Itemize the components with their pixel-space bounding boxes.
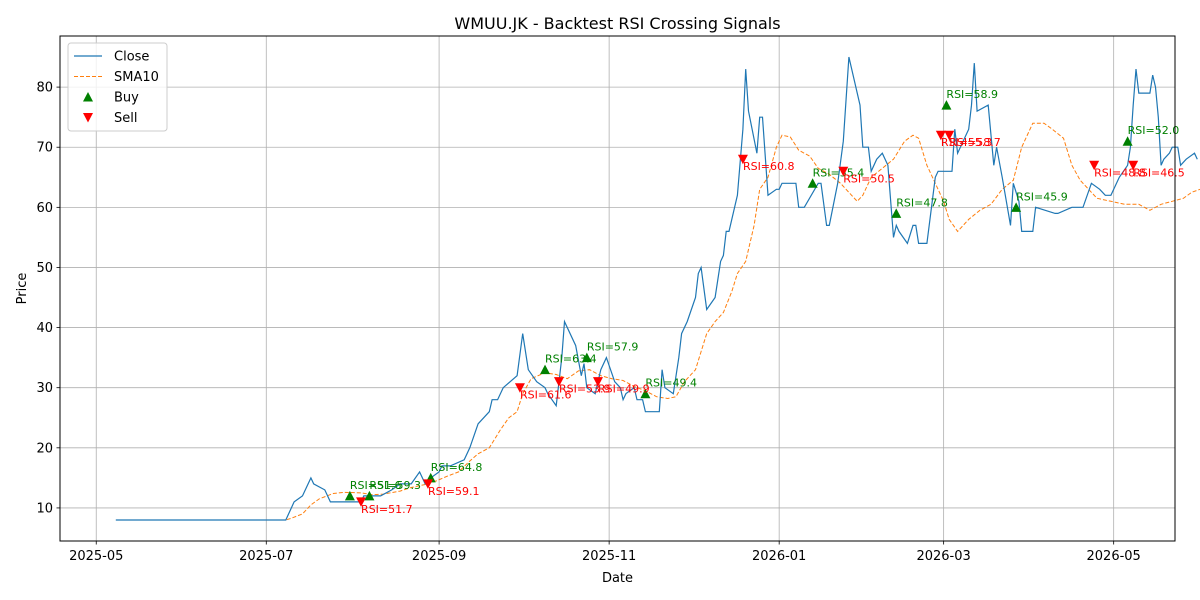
buy-rsi-label: RSI=55.4 [813,166,865,179]
buy-marker [891,208,902,218]
legend-buy-swatch [83,92,93,102]
buy-rsi-label: RSI=47.8 [896,196,948,209]
x-tick-label: 2025-11 [582,549,636,564]
sell-marker [935,130,946,141]
sell-rsi-label: RSI=61.6 [520,389,572,402]
y-tick-label: 80 [36,81,53,96]
y-tick-label: 40 [36,321,53,336]
sell-marker [356,497,367,507]
sell-rsi-label: RSI=46.5 [1133,166,1185,179]
sell-rsi-label: RSI=51.7 [361,503,413,516]
buy-marker [1011,202,1022,212]
chart-title: WMUU.JK - Backtest RSI Crossing Signals [454,14,780,33]
x-tick-label: 2025-09 [412,549,466,564]
buy-rsi-label: RSI=58.9 [946,88,998,101]
series-layer [115,56,1200,521]
sell-marker [422,479,433,489]
legend: Close SMA10 Buy Sell [67,42,168,132]
buy-rsi-label: RSI=51.6 [350,479,402,492]
buy-rsi-label: RSI=52.0 [1128,124,1180,137]
sell-marker [944,130,955,141]
sell-marker [737,154,748,165]
buy-marker [640,388,651,399]
buy-rsi-label: RSI=59.3 [369,479,421,492]
sell-marker [553,377,564,387]
buy-marker [941,100,952,110]
legend-box [67,42,168,132]
x-axis-title: Date [602,571,633,586]
y-tick-label: 30 [36,381,53,396]
buy-rsi-label: RSI=49.4 [645,377,697,390]
y-tick-label: 50 [36,261,53,276]
buy-marker [344,490,355,501]
plot-frame [59,35,1176,542]
x-tick-label: 2026-05 [1087,549,1141,564]
legend-label: SMA10 [114,70,159,85]
close-line [115,56,1198,521]
buy-rsi-label: RSI=63.4 [545,353,597,366]
grid-lines [60,36,1175,541]
sell-marker [1089,160,1100,171]
buy-rsi-label: RSI=64.8 [431,461,483,474]
buy-marker [364,490,375,501]
buy-rsi-label: RSI=57.9 [587,341,639,354]
buy-marker [1122,136,1133,146]
x-tick-label: 2026-01 [752,549,806,564]
buy-marker [807,178,818,188]
legend-label: Close [114,50,149,65]
sell-marker [838,166,849,177]
legend-label: Buy [114,91,139,106]
x-tick-label: 2025-07 [239,549,293,564]
legend-sell-swatch [83,113,93,123]
x-tick-label: 2026-03 [916,549,970,564]
y-tick-label: 70 [36,141,53,156]
y-tick-label: 20 [36,441,53,456]
buy-marker [540,364,551,375]
sell-rsi-label: RSI=50.5 [843,172,895,185]
sell-rsi-label: RSI=55.3 [941,136,993,149]
x-axis: 2025-05 2025-07 2025-09 2025-11 2026-01 2026-… [69,541,1141,564]
x-tick-label: 2025-05 [69,549,123,564]
y-axis-title: Price [15,273,30,305]
sell-rsi-label: RSI=58.7 [949,136,1001,149]
sell-rsi-label: RSI=60.8 [743,160,795,173]
buy-rsi-label: RSI=45.9 [1016,190,1068,203]
sell-rsi-label: RSI=59.1 [428,485,480,498]
sell-marker [592,377,603,387]
legend-label: Sell [114,111,137,126]
y-tick-label: 60 [36,201,53,216]
sell-marker [514,383,525,393]
y-tick-label: 10 [36,501,53,516]
buy-marker [581,352,592,363]
sell-marker [1128,160,1139,171]
sell-rsi-label: RSI=49.9 [598,383,650,396]
y-axis: 10 20 30 40 50 60 70 80 [36,81,60,516]
